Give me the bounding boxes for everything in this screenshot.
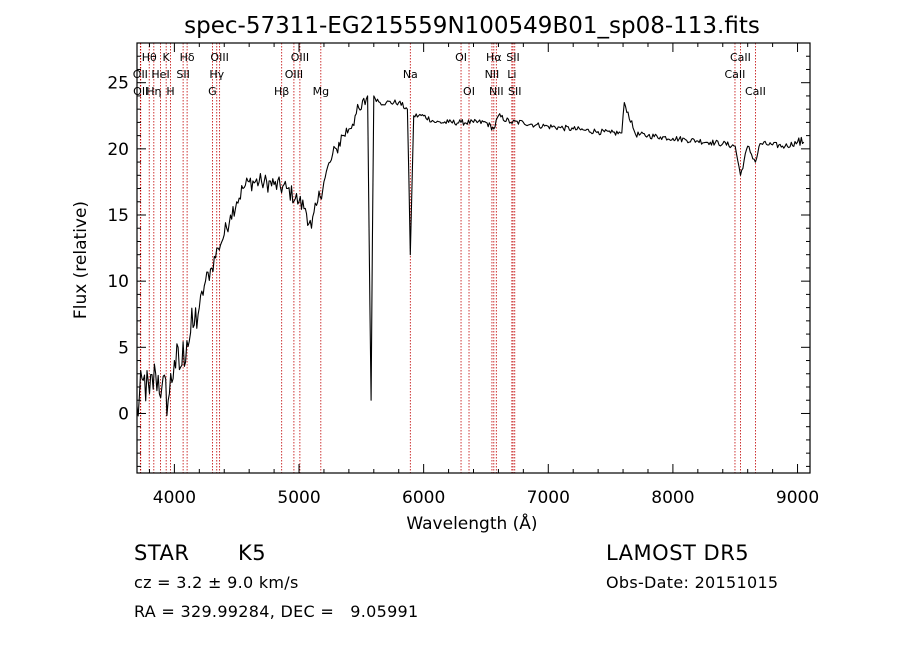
line-label: CaII [725, 68, 746, 81]
line-label: H [166, 85, 174, 98]
x-axis-ticks: 4000 5000 6000 7000 8000 9000 [148, 43, 819, 508]
y-tick-label: 25 [107, 74, 129, 94]
line-label: Hγ [209, 68, 224, 81]
line-label: K [163, 51, 171, 64]
y-tick-label: 15 [107, 206, 129, 226]
x-tick-label: 6000 [402, 488, 445, 508]
line-label: Hθ [142, 51, 157, 64]
y-tick-label: 20 [107, 140, 129, 160]
x-axis-label: Wavelength (Å) [406, 512, 537, 534]
y-tick-label: 5 [118, 338, 129, 358]
line-label: CaII [745, 85, 766, 98]
y-tick-label: 0 [118, 404, 129, 424]
line-label: SII [506, 51, 519, 64]
y-tick-label: 10 [107, 272, 129, 292]
line-label: Hα [486, 51, 502, 64]
object-class: STAR [134, 541, 190, 565]
line-label: OI [455, 51, 467, 64]
line-label: Mg [313, 85, 329, 98]
x-tick-label: 5000 [277, 488, 320, 508]
line-label: CaII [730, 51, 751, 64]
line-label: G [208, 85, 217, 98]
line-label: SII [508, 85, 521, 98]
observation-date: Obs-Date: 20151015 [606, 573, 779, 592]
y-axis-ticks: 0 5 10 15 20 25 [107, 42, 810, 467]
object-subclass: K5 [238, 541, 267, 565]
line-label: Hδ [180, 51, 195, 64]
line-label: Li [507, 68, 516, 81]
x-tick-label: 7000 [527, 488, 570, 508]
x-tick-label: 8000 [651, 488, 694, 508]
line-markers [139, 43, 756, 473]
chart-title: spec-57311-EG215559N100549B01_sp08-113.f… [184, 13, 760, 39]
line-label: Hβ [274, 85, 289, 98]
redshift-velocity: cz = 3.2 ± 9.0 km/s [134, 573, 299, 592]
line-label: SII [176, 68, 189, 81]
plot-frame [136, 42, 811, 474]
y-axis-label: Flux (relative) [71, 201, 91, 319]
line-label: NII [489, 85, 504, 98]
line-label: NII [485, 68, 500, 81]
coordinates: RA = 329.99284, DEC = 9.05991 [134, 602, 419, 621]
line-label: OIII [291, 51, 309, 64]
line-label: HeI [151, 68, 169, 81]
line-label: Na [403, 68, 418, 81]
line-label: OI [463, 85, 475, 98]
spectrum-series-line [136, 95, 805, 417]
line-label: Hη [146, 85, 161, 98]
line-label: OIII [210, 51, 228, 64]
x-tick-label: 4000 [153, 488, 196, 508]
survey-name: LAMOST DR5 [606, 541, 750, 565]
x-tick-label: 9000 [776, 488, 819, 508]
line-label: OIII [285, 68, 303, 81]
